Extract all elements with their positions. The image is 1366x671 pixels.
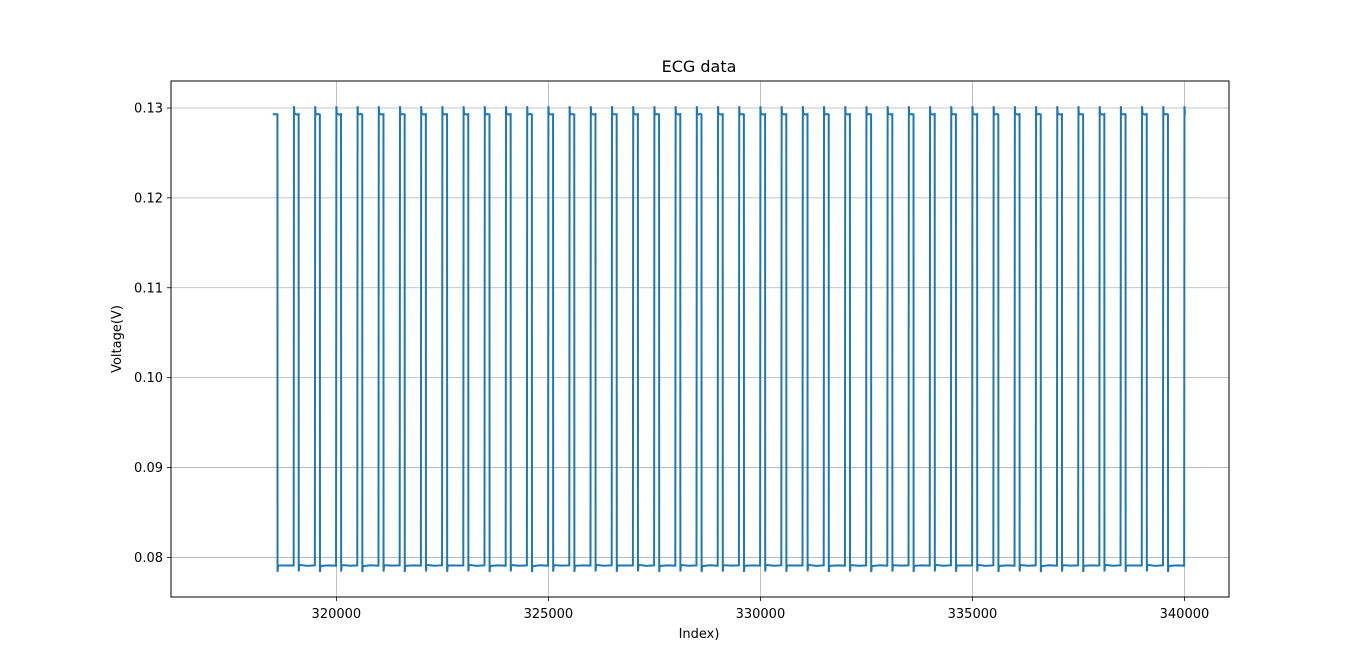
chart-title: ECG data: [662, 57, 737, 76]
x-axis-label: Index): [679, 627, 720, 642]
x-tick-label: 330000: [736, 607, 786, 622]
y-axis-ticks: 0.08 0.09 0.10 0.11 0.12 0.13: [134, 101, 171, 566]
x-tick-label: 340000: [1160, 607, 1210, 622]
y-tick-label: 0.11: [134, 281, 163, 296]
y-tick-label: 0.08: [134, 551, 163, 566]
x-tick-label: 325000: [524, 607, 574, 622]
y-tick-label: 0.10: [134, 371, 163, 386]
y-axis-label: Voltage(V): [110, 305, 125, 373]
series-layer: [272, 106, 1187, 573]
x-tick-label: 335000: [948, 607, 998, 622]
x-axis-ticks: 320000 325000 330000 335000 340000: [312, 597, 1210, 622]
x-tick-label: 320000: [312, 607, 362, 622]
plot-area-frame: [170, 80, 1230, 598]
y-tick-label: 0.09: [134, 461, 163, 476]
ecg-series-line: [272, 106, 1187, 573]
y-tick-label: 0.12: [134, 191, 163, 206]
y-tick-label: 0.13: [134, 101, 163, 116]
